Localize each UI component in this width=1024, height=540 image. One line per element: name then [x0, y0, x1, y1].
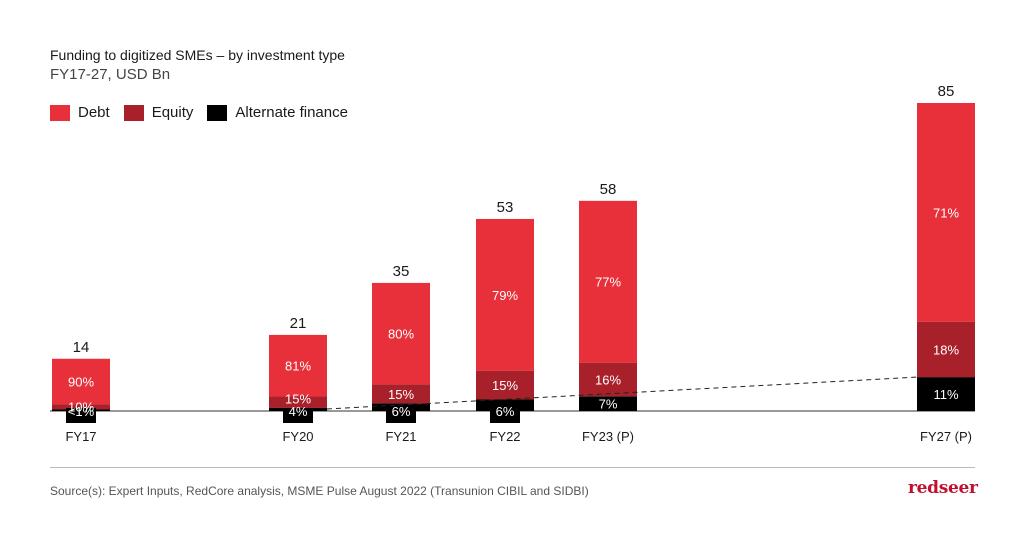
- source-note: Source(s): Expert Inputs, RedCore analys…: [50, 484, 589, 498]
- segment-label: 15%: [492, 378, 518, 393]
- legend-swatch-alternate: [207, 104, 228, 121]
- alt-label-box: [283, 408, 313, 423]
- bar-equity: [579, 362, 637, 397]
- chart-title: Funding to digitized SMEs – by investmen…: [50, 47, 345, 63]
- category-label: FY17: [65, 429, 96, 444]
- bar-equity: [269, 396, 327, 408]
- segment-label: 79%: [492, 288, 518, 303]
- alt-label-box: [66, 408, 96, 423]
- legend-label-debt: Debt: [78, 104, 110, 121]
- chart-subtitle: FY17-27, USD Bn: [50, 66, 171, 83]
- category-label: FY27 (P): [920, 429, 972, 444]
- bar-equity: [476, 370, 534, 400]
- segment-label: 15%: [388, 387, 414, 402]
- segment-label: 90%: [68, 375, 94, 390]
- bar-equity: [917, 321, 975, 378]
- segment-label: 77%: [595, 275, 621, 290]
- category-label: FY21: [385, 429, 416, 444]
- segment-label: 15%: [285, 392, 311, 407]
- legend-item-alternate: Alternate finance: [207, 104, 348, 121]
- alt-label-box: [490, 408, 520, 423]
- category-label: FY23 (P): [582, 429, 634, 444]
- bar-equity: [372, 384, 430, 404]
- total-label: 85: [938, 83, 955, 100]
- segment-label: 10%: [68, 399, 94, 414]
- segment-label: 81%: [285, 359, 311, 374]
- category-label: FY20: [282, 429, 313, 444]
- bar-alternate-finance: [579, 396, 637, 411]
- segment-label: 80%: [388, 327, 414, 342]
- segment-label: 18%: [933, 342, 959, 357]
- total-label: 53: [497, 199, 514, 216]
- divider: [50, 467, 975, 468]
- segment-label: 4%: [289, 404, 308, 419]
- bar-debt: [372, 282, 430, 385]
- bar-alternate-finance: [917, 377, 975, 411]
- bar-debt: [52, 358, 110, 405]
- segment-label: 6%: [496, 404, 515, 419]
- bar-alternate-finance: [476, 399, 534, 411]
- segment-label: 6%: [392, 404, 411, 419]
- legend-swatch-equity: [123, 104, 144, 121]
- total-label: 58: [600, 181, 617, 198]
- segment-label: 7%: [599, 397, 618, 412]
- category-label: FY22: [489, 429, 520, 444]
- total-label: 35: [393, 263, 410, 280]
- segment-label: 71%: [933, 205, 959, 220]
- bar-debt: [579, 200, 637, 363]
- legend-item-equity: Equity: [123, 104, 194, 121]
- segment-label: 16%: [595, 372, 621, 387]
- total-label: 14: [73, 339, 90, 356]
- segment-label: 11%: [933, 387, 958, 402]
- legend-swatch-debt: [50, 104, 70, 121]
- redseer-logo: redseer: [908, 478, 978, 498]
- bar-debt: [476, 218, 534, 371]
- bar-debt: [269, 334, 327, 397]
- total-label: 21: [290, 315, 307, 332]
- legend-label-equity: Equity: [151, 104, 194, 121]
- alt-label-box: [386, 408, 416, 423]
- segment-label: <1%: [68, 404, 95, 419]
- bar-equity: [52, 404, 110, 410]
- bar-alternate-finance: [372, 403, 430, 411]
- legend-label-alternate: Alternate finance: [235, 104, 348, 121]
- legend: Debt Equity Alternate finance: [50, 104, 348, 121]
- bar-debt: [917, 103, 975, 322]
- legend-item-debt: Debt: [50, 104, 110, 121]
